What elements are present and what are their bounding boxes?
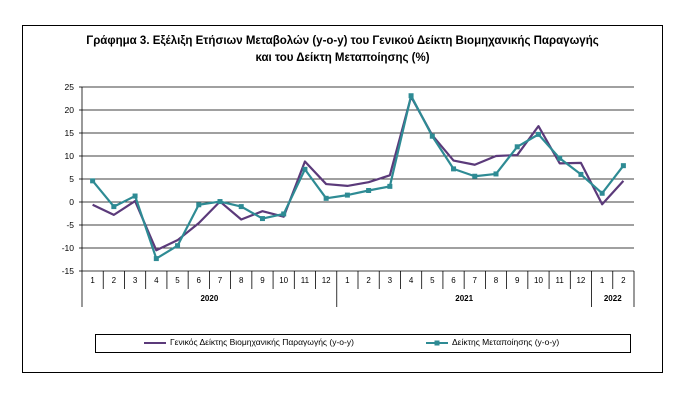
x-tick-label: 12 — [576, 276, 585, 285]
legend-swatch-series-1 — [144, 341, 166, 344]
x-tick-label: 12 — [322, 276, 331, 285]
x-tick-label: 5 — [430, 276, 435, 285]
x-tick-label: 2 — [112, 276, 117, 285]
legend-item-series-2: Δείκτης Μεταποίησης (y-o-y) — [426, 337, 559, 347]
y-tick-label: 0 — [69, 197, 74, 207]
data-point-series-2 — [535, 131, 541, 137]
y-tick-label: -10 — [62, 243, 75, 253]
year-label: 2021 — [455, 294, 473, 303]
chart-frame — [22, 25, 663, 373]
x-tick-label: 4 — [154, 276, 159, 285]
y-tick-label: 25 — [65, 82, 75, 92]
year-label: 2022 — [604, 294, 622, 303]
chart-title: Γράφημα 3. Εξέλιξη Ετήσιων Μεταβολών (y-… — [22, 33, 663, 67]
x-tick-label: 1 — [345, 276, 350, 285]
x-tick-label: 11 — [556, 276, 565, 285]
x-tick-label: 1 — [600, 276, 605, 285]
x-tick-label: 4 — [409, 276, 414, 285]
data-point-series-2 — [217, 199, 223, 205]
data-point-series-2 — [557, 155, 563, 161]
data-point-series-2 — [259, 216, 265, 222]
x-tick-label: 10 — [534, 276, 543, 285]
x-tick-label: 10 — [279, 276, 288, 285]
data-point-series-2 — [281, 211, 287, 217]
x-tick-label: 8 — [239, 276, 244, 285]
legend-swatch-series-2 — [426, 340, 448, 346]
chart-title-line-2: και του Δείκτη Μεταποίησης (%) — [255, 52, 430, 64]
x-tick-label: 3 — [388, 276, 393, 285]
series-line-2 — [91, 94, 625, 260]
legend: Γενικός Δείκτης Βιομηχανικής Παραγωγής (… — [95, 334, 631, 353]
data-point-series-2 — [238, 204, 244, 210]
x-tick-label: 2 — [621, 276, 626, 285]
data-point-series-2 — [472, 173, 478, 179]
data-point-series-2 — [599, 190, 605, 196]
data-point-series-2 — [387, 183, 393, 189]
data-point-series-2 — [302, 166, 308, 172]
x-tick-label: 9 — [515, 276, 520, 285]
data-point-series-2 — [408, 93, 414, 99]
data-point-series-2 — [132, 193, 138, 199]
data-point-series-2 — [451, 166, 457, 172]
data-point-series-2 — [196, 202, 202, 208]
x-tick-label: 3 — [133, 276, 138, 285]
y-tick-label: -5 — [66, 220, 74, 230]
data-point-series-2 — [429, 133, 435, 139]
data-point-series-2 — [153, 256, 159, 262]
x-tick-label: 11 — [301, 276, 310, 285]
data-point-series-2 — [323, 195, 329, 201]
x-tick-label: 2 — [366, 276, 371, 285]
legend-item-series-1: Γενικός Δείκτης Βιομηχανικής Παραγωγής (… — [144, 337, 354, 347]
y-tick-label: 5 — [69, 174, 74, 184]
y-tick-label: 10 — [65, 151, 75, 161]
data-point-series-2 — [175, 243, 181, 249]
x-tick-label: 8 — [494, 276, 499, 285]
y-tick-label: -15 — [62, 266, 75, 276]
year-label: 2020 — [200, 294, 218, 303]
x-tick-label: 5 — [175, 276, 180, 285]
data-point-series-2 — [493, 171, 499, 177]
chart-title-line-1: Γράφημα 3. Εξέλιξη Ετήσιων Μεταβολών (y-… — [86, 35, 599, 47]
x-tick-label: 6 — [197, 276, 202, 285]
data-point-series-2 — [620, 163, 626, 169]
legend-label-series-1: Γενικός Δείκτης Βιομηχανικής Παραγωγής (… — [170, 337, 354, 347]
data-point-series-2 — [366, 188, 372, 193]
data-point-series-2 — [111, 204, 117, 210]
x-tick-label: 7 — [218, 276, 223, 285]
data-point-series-2 — [90, 178, 96, 184]
x-tick-label: 1 — [90, 276, 95, 285]
x-tick-label: 9 — [260, 276, 265, 285]
x-tick-label: 6 — [451, 276, 456, 285]
y-tick-label: 20 — [65, 105, 75, 115]
data-point-series-2 — [344, 192, 350, 198]
data-point-series-2 — [514, 144, 520, 150]
data-point-series-2 — [578, 171, 584, 177]
x-tick-label: 7 — [473, 276, 478, 285]
legend-label-series-2: Δείκτης Μεταποίησης (y-o-y) — [452, 337, 560, 347]
y-tick-label: 15 — [65, 128, 75, 138]
